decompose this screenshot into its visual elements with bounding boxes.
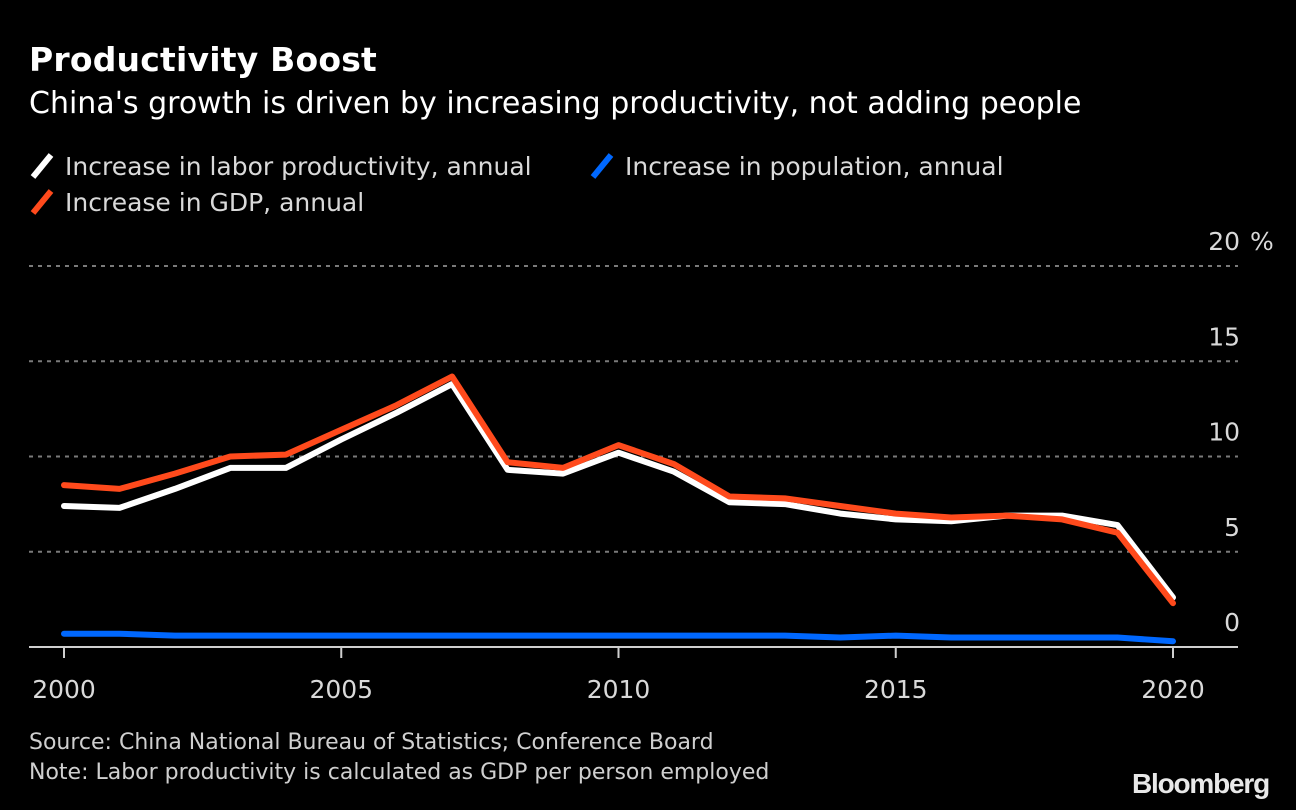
chart-subtitle: China's growth is driven by increasing p… — [29, 86, 1082, 121]
y-axis-ticks: 0 5 10 15 20% — [1208, 227, 1274, 637]
x-tick-label: 2015 — [864, 675, 928, 704]
legend-swatch-gdp — [30, 189, 54, 215]
series-line-population — [61, 630, 1176, 645]
y-tick-label: 10 — [1208, 418, 1240, 447]
legend-label-productivity: Increase in labor productivity, annual — [65, 151, 532, 181]
y-tick-label: 5 — [1224, 513, 1240, 542]
legend-item-productivity: Increase in labor productivity, annual — [29, 151, 532, 181]
legend-swatch-population — [590, 153, 614, 179]
gridlines — [29, 265, 1238, 553]
legend-swatch-productivity — [30, 153, 54, 179]
legend-item-gdp: Increase in GDP, annual — [29, 187, 364, 217]
series-lines — [61, 373, 1176, 645]
x-tick-label: 2005 — [309, 675, 373, 704]
x-tick-label: 2000 — [32, 675, 96, 704]
x-axis: 2000 2005 2010 2015 2020 — [29, 646, 1238, 704]
legend-item-population: Increase in population, annual — [589, 151, 1004, 181]
source-note: Source: China National Bureau of Statist… — [29, 730, 714, 755]
chart-title: Productivity Boost — [29, 40, 378, 79]
y-tick-label: 20 — [1208, 227, 1240, 256]
y-tick-label: 15 — [1208, 322, 1240, 351]
series-line-productivity — [61, 381, 1176, 601]
legend-label-population: Increase in population, annual — [625, 151, 1004, 181]
bloomberg-logo: Bloomberg — [1132, 768, 1270, 799]
series-line-gdp — [61, 373, 1176, 607]
footnote: Note: Labor productivity is calculated a… — [29, 760, 770, 785]
legend-label-gdp: Increase in GDP, annual — [65, 187, 365, 217]
y-unit-label: % — [1250, 227, 1274, 256]
x-tick-label: 2020 — [1141, 675, 1205, 704]
x-tick-label: 2010 — [587, 675, 651, 704]
y-tick-label: 0 — [1224, 608, 1240, 637]
